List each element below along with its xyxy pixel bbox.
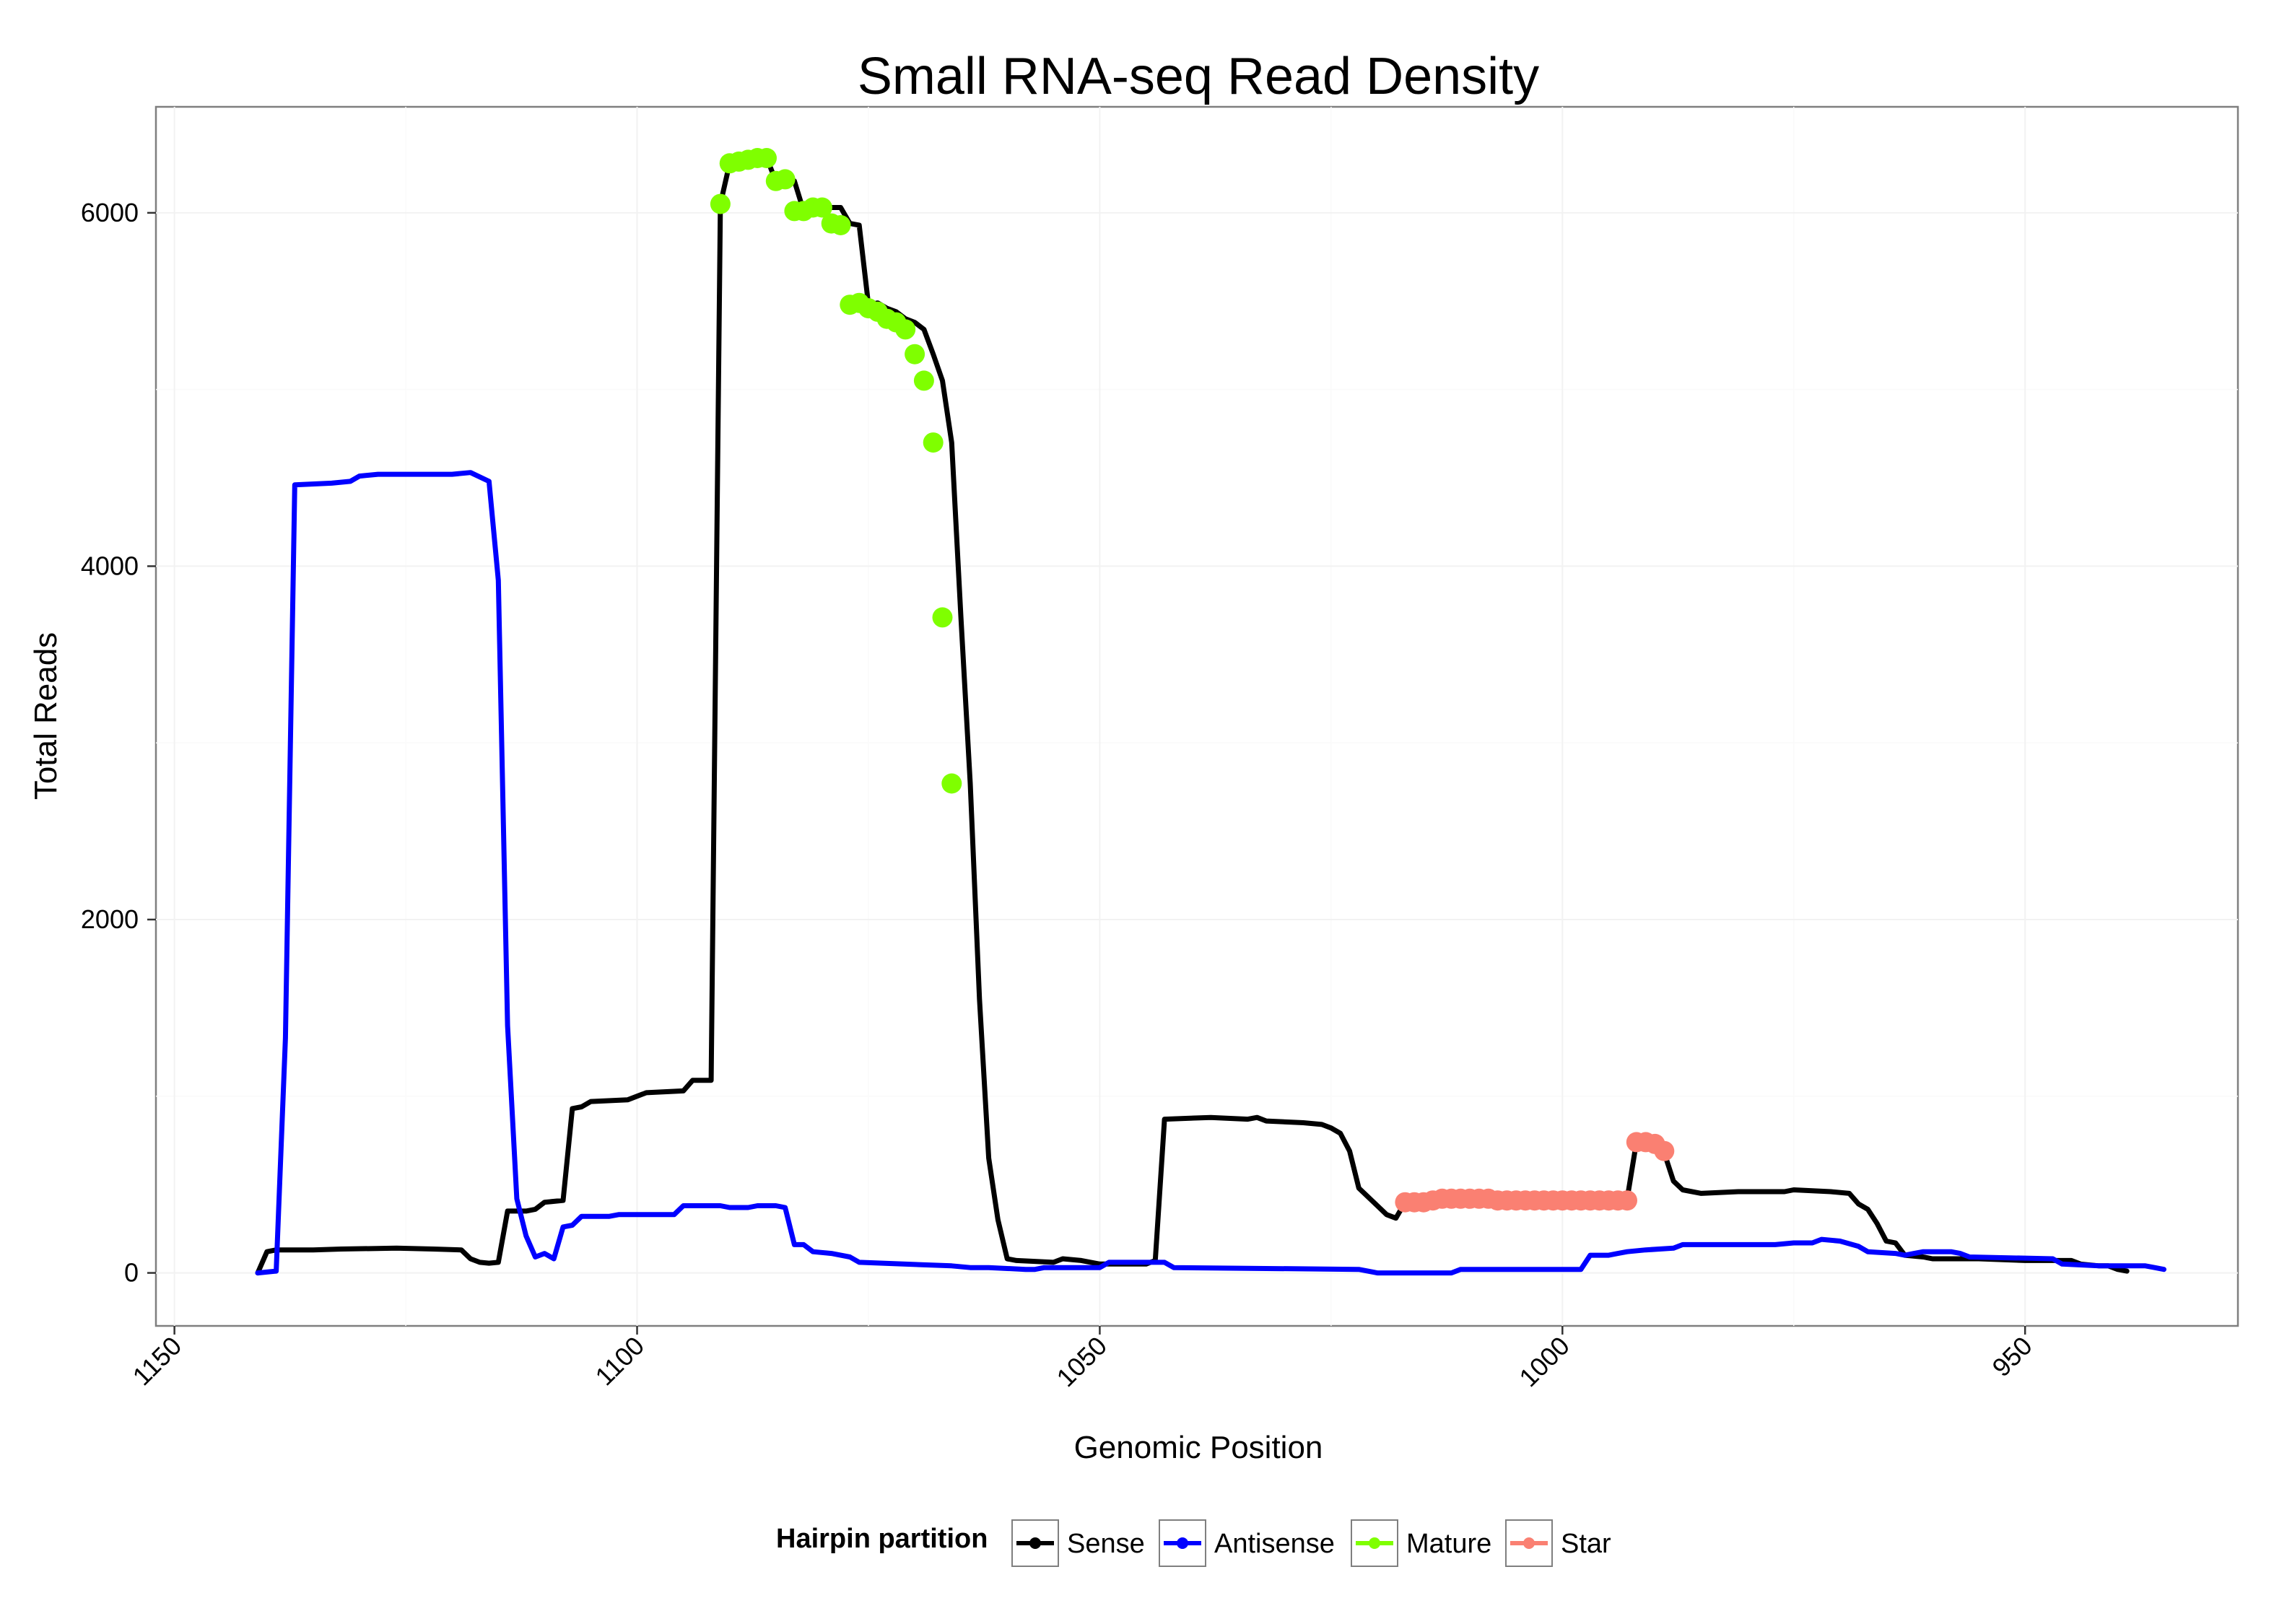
legend-item-antisense: Antisense bbox=[1159, 1519, 1335, 1567]
legend-label-sense: Sense bbox=[1067, 1529, 1145, 1559]
y-tick-label: 0 bbox=[124, 1258, 139, 1288]
series-layer bbox=[255, 155, 2166, 1276]
point-star bbox=[1654, 1140, 1675, 1161]
legend-label-mature: Mature bbox=[1406, 1529, 1491, 1559]
y-axis-title: Total Reads bbox=[28, 632, 64, 800]
x-tick-label: 1100 bbox=[589, 1331, 650, 1392]
legend-item-sense: Sense bbox=[1011, 1519, 1145, 1567]
legend-item-mature: Mature bbox=[1351, 1519, 1491, 1567]
legend-label-antisense: Antisense bbox=[1214, 1529, 1335, 1559]
plot-panel bbox=[154, 105, 2239, 1327]
point-mature bbox=[913, 370, 934, 391]
series-line-antisense bbox=[255, 470, 2166, 1276]
x-tick-label: 1050 bbox=[1050, 1331, 1112, 1393]
point-mature bbox=[757, 148, 777, 168]
x-tick-label: 950 bbox=[1986, 1331, 2037, 1382]
legend-label-star: Star bbox=[1561, 1529, 1611, 1559]
chart-title: Small RNA-seq Read Density bbox=[858, 48, 1539, 105]
y-tick-label: 2000 bbox=[81, 904, 139, 934]
x-tick-label: 1150 bbox=[127, 1331, 188, 1392]
legend-dot-mature bbox=[1369, 1537, 1380, 1549]
grid-layer bbox=[156, 107, 2238, 1326]
x-tick-label: 1000 bbox=[1513, 1331, 1575, 1393]
point-mature bbox=[775, 169, 796, 190]
point-mature bbox=[830, 215, 851, 235]
point-mature bbox=[932, 607, 953, 628]
point-star bbox=[1617, 1190, 1637, 1211]
points-layer bbox=[710, 148, 1675, 1213]
legend-title: Hairpin partition bbox=[776, 1524, 988, 1554]
point-mature bbox=[811, 197, 832, 218]
x-axis-title: Genomic Position bbox=[1074, 1430, 1323, 1465]
series-line-sense bbox=[255, 155, 2130, 1276]
y-tick-label: 4000 bbox=[81, 551, 139, 580]
legend-dot-antisense bbox=[1177, 1537, 1188, 1549]
y-tick-label: 6000 bbox=[81, 198, 139, 227]
point-mature bbox=[923, 432, 944, 453]
legend-item-star: Star bbox=[1505, 1519, 1611, 1567]
legend-dot-sense bbox=[1029, 1537, 1041, 1549]
legend-dot-star bbox=[1523, 1537, 1535, 1549]
point-mature bbox=[941, 773, 962, 794]
point-mature bbox=[905, 344, 925, 364]
point-mature bbox=[895, 319, 916, 340]
legend: Hairpin partition Sense Antisense Mature… bbox=[776, 1519, 1611, 1567]
point-mature bbox=[710, 193, 731, 214]
